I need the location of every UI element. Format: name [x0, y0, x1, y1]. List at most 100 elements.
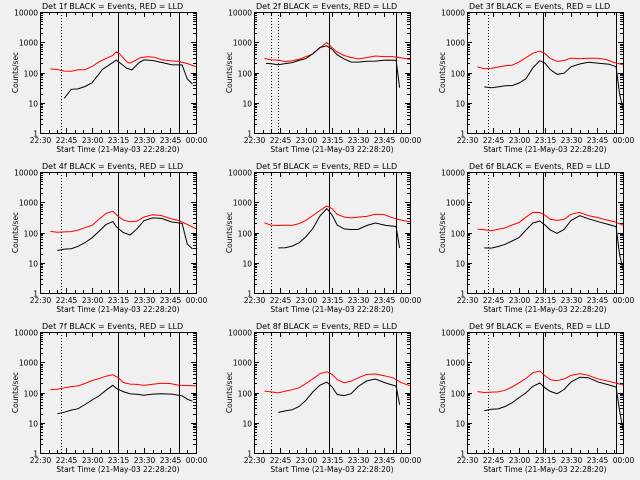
- lld-series-line: [477, 211, 624, 232]
- y-tick-label: 1000: [233, 39, 252, 48]
- x-tick-label: 23:15: [535, 136, 557, 145]
- plot-frame: [254, 12, 411, 134]
- x-tick-label: 22:45: [56, 456, 78, 465]
- x-tick-label: 23:30: [348, 456, 370, 465]
- y-tick-label: 1: [460, 130, 465, 139]
- x-tick-label: 22:45: [483, 136, 505, 145]
- x-axis-label: Start Time (21-May-03 22:28:20): [270, 145, 393, 154]
- detector-plot: Det 3f BLACK = Events, RED = LLD 1 10 100 10…: [438, 2, 635, 154]
- plot-title: Det 8f BLACK = Events, RED = LLD: [256, 322, 397, 331]
- x-axis-label: Start Time (21-May-03 22:28:20): [483, 465, 606, 474]
- y-tick-label: 100: [451, 230, 466, 239]
- detector-plot: Det 9f BLACK = Events, RED = LLD 1 10 100 10…: [438, 322, 635, 474]
- x-axis-label: Start Time (21-May-03 22:28:20): [483, 305, 606, 314]
- y-tick-label: 10: [28, 100, 38, 109]
- y-tick-label: 100: [238, 230, 253, 239]
- y-tick-label: 10: [242, 260, 252, 269]
- y-tick-label: 1: [247, 290, 252, 299]
- events-series-line: [63, 59, 193, 99]
- plot-frame: [254, 172, 411, 294]
- x-tick-label: 22:30: [457, 456, 479, 465]
- y-axis-label: Counts/sec: [11, 52, 20, 93]
- x-tick-label: 22:30: [457, 136, 479, 145]
- events-series-line: [484, 376, 624, 430]
- x-tick-label: 00:00: [613, 136, 635, 145]
- x-tick-label: 23:00: [82, 456, 104, 465]
- x-tick-label: 23:45: [587, 296, 609, 305]
- x-tick-label: 22:30: [244, 296, 266, 305]
- y-tick-label: 1: [247, 450, 252, 459]
- plot-frame: [254, 332, 411, 454]
- y-tick-label: 100: [238, 390, 253, 399]
- x-tick-label: 23:00: [296, 456, 318, 465]
- detector-plot: Det 6f BLACK = Events, RED = LLD 1 10 100 10…: [438, 162, 635, 314]
- x-tick-label: 23:15: [535, 456, 557, 465]
- x-tick-label: 23:45: [374, 296, 396, 305]
- y-axis-label: Counts/sec: [11, 212, 20, 253]
- x-axis-label: Start Time (21-May-03 22:28:20): [56, 465, 179, 474]
- x-tick-label: 23:15: [108, 296, 130, 305]
- y-tick-label: 10: [28, 260, 38, 269]
- x-tick-label: 23:00: [509, 296, 531, 305]
- detector-plot: Det 2f BLACK = Events, RED = LLD 1 10 100 10…: [225, 2, 422, 154]
- x-tick-label: 22:45: [270, 456, 292, 465]
- y-tick-label: 1000: [233, 199, 252, 208]
- x-tick-label: 23:00: [509, 136, 531, 145]
- y-tick-label: 100: [24, 70, 39, 79]
- y-tick-label: 1000: [19, 199, 38, 208]
- x-tick-label: 00:00: [400, 456, 422, 465]
- x-tick-label: 22:45: [270, 136, 292, 145]
- lld-series-line: [50, 210, 197, 233]
- detector-plot: Det 1f BLACK = Events, RED = LLD 1 10 100 10…: [11, 2, 208, 154]
- y-axis-label: Counts/sec: [225, 372, 234, 413]
- detector-plot: Det 4f BLACK = Events, RED = LLD 1 10 100 10…: [11, 162, 208, 314]
- y-tick-label: 10: [455, 100, 465, 109]
- x-axis-label: Start Time (21-May-03 22:28:20): [483, 145, 606, 154]
- x-tick-label: 22:30: [30, 296, 52, 305]
- y-tick-label: 100: [451, 390, 466, 399]
- lld-series-line: [50, 51, 197, 72]
- lld-series-line: [477, 50, 624, 70]
- x-tick-label: 23:45: [374, 136, 396, 145]
- y-tick-label: 10000: [228, 169, 252, 178]
- y-tick-label: 10000: [14, 9, 38, 18]
- y-tick-label: 1000: [19, 359, 38, 368]
- x-tick-label: 23:00: [82, 136, 104, 145]
- events-series-line: [266, 45, 401, 88]
- x-tick-label: 22:45: [56, 136, 78, 145]
- events-series-line: [278, 207, 401, 249]
- y-tick-label: 10000: [228, 329, 252, 338]
- events-series-line: [278, 378, 401, 413]
- plot-frame: [467, 332, 624, 454]
- events-series-line: [484, 215, 624, 270]
- x-tick-label: 23:30: [561, 456, 583, 465]
- y-tick-label: 10: [28, 420, 38, 429]
- x-tick-label: 23:15: [322, 136, 344, 145]
- x-tick-label: 23:30: [561, 136, 583, 145]
- lld-series-line: [264, 205, 411, 227]
- x-tick-label: 22:45: [483, 456, 505, 465]
- x-axis-label: Start Time (21-May-03 22:28:20): [56, 305, 179, 314]
- y-tick-label: 10000: [441, 329, 465, 338]
- x-tick-label: 23:15: [322, 456, 344, 465]
- lld-series-line: [477, 370, 624, 394]
- detector-plot: Det 8f BLACK = Events, RED = LLD 1 10 100 10…: [225, 322, 422, 474]
- x-tick-label: 23:00: [296, 136, 318, 145]
- x-tick-label: 22:30: [244, 136, 266, 145]
- events-series-line: [484, 60, 624, 110]
- events-series-line: [57, 384, 193, 415]
- x-tick-label: 23:30: [348, 136, 370, 145]
- y-tick-label: 100: [24, 390, 39, 399]
- x-tick-label: 23:00: [82, 296, 104, 305]
- x-tick-label: 00:00: [400, 296, 422, 305]
- x-tick-label: 23:30: [348, 296, 370, 305]
- plot-title: Det 9f BLACK = Events, RED = LLD: [469, 322, 610, 331]
- y-axis-label: Counts/sec: [225, 212, 234, 253]
- y-tick-label: 10000: [441, 9, 465, 18]
- x-tick-label: 23:30: [134, 136, 156, 145]
- lld-series-line: [264, 371, 411, 394]
- lld-series-line: [264, 41, 411, 63]
- y-axis-label: Counts/sec: [11, 372, 20, 413]
- y-tick-label: 10000: [441, 169, 465, 178]
